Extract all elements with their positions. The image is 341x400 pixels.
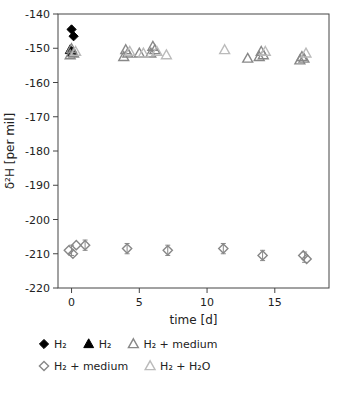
legend-label: H₂ + medium — [143, 338, 217, 351]
legend: H₂ H₂ H₂ + medium H₂ + medium H₂ + H₂O — [39, 338, 217, 373]
error-bar — [302, 252, 307, 262]
series — [65, 41, 309, 64]
error-bar — [69, 245, 74, 255]
point — [125, 46, 135, 55]
point — [163, 246, 172, 255]
y-tick-label: -160 — [25, 77, 50, 90]
point — [243, 53, 253, 62]
point — [138, 48, 148, 57]
x-tick-label: 0 — [68, 296, 75, 309]
legend-item: H₂ + medium — [128, 338, 217, 351]
legend-marker — [39, 339, 48, 348]
y-tick — [53, 288, 58, 289]
chart: 0 5 10 15 -220 -210 -200 -190 -180 -170 -160 -150 -1… — [0, 0, 341, 400]
error-bar — [221, 243, 226, 253]
y-tick — [53, 219, 58, 220]
y-tick-label: -220 — [25, 282, 50, 295]
legend-label: H₂ — [54, 338, 67, 351]
legend-marker — [128, 339, 138, 348]
point — [119, 52, 129, 61]
point — [220, 45, 230, 54]
y-tick — [53, 14, 58, 15]
x-tick-label: 10 — [200, 296, 214, 309]
y-axis-label: δ²H [per mil] — [3, 113, 17, 189]
point — [258, 251, 267, 260]
y-tick — [53, 82, 58, 83]
plot-frame — [58, 14, 329, 288]
y-tick — [53, 116, 58, 117]
point — [71, 46, 81, 55]
error-bar — [125, 243, 130, 253]
legend-item: H₂ — [84, 338, 112, 351]
x-tick — [139, 288, 140, 293]
point — [301, 48, 311, 57]
error-bar — [165, 245, 170, 255]
legend-marker — [145, 361, 155, 370]
series — [64, 241, 311, 264]
point — [152, 46, 162, 55]
y-tick-label: -150 — [25, 42, 50, 55]
x-tick-label: 15 — [268, 296, 282, 309]
legend-item: H₂ + H₂O — [145, 360, 211, 373]
x-tick — [71, 288, 72, 293]
legend-marker — [84, 339, 94, 348]
y-tick — [53, 151, 58, 152]
series — [71, 45, 311, 59]
y-tick — [53, 253, 58, 254]
error-bar — [83, 240, 88, 250]
y-tick — [53, 185, 58, 186]
point — [81, 241, 90, 250]
legend-label: H₂ — [99, 338, 112, 351]
x-axis-label: time [d] — [170, 313, 218, 327]
legend-item: H₂ + medium — [39, 360, 128, 373]
point — [69, 32, 78, 41]
x-tick-label: 5 — [136, 296, 143, 309]
y-tick-label: -170 — [25, 111, 50, 124]
plot-area — [64, 25, 311, 264]
point — [260, 46, 270, 55]
y-tick-label: -180 — [25, 145, 50, 158]
y-tick-label: -210 — [25, 248, 50, 261]
legend-item: H₂ — [39, 338, 66, 351]
legend-label: H₂ + H₂O — [160, 360, 211, 373]
error-bar — [260, 250, 265, 260]
series — [67, 25, 78, 41]
point — [299, 53, 309, 62]
y-tick-label: -140 — [25, 8, 50, 21]
error-bars — [69, 240, 307, 262]
x-tick — [207, 288, 208, 293]
y-tick-label: -200 — [25, 214, 50, 227]
point — [219, 244, 228, 253]
legend-marker — [39, 361, 48, 370]
point — [161, 50, 171, 59]
point — [254, 52, 264, 61]
x-tick — [274, 288, 275, 293]
y-tick-label: -190 — [25, 179, 50, 192]
y-tick — [53, 48, 58, 49]
legend-label: H₂ + medium — [54, 360, 128, 373]
point — [123, 244, 132, 253]
